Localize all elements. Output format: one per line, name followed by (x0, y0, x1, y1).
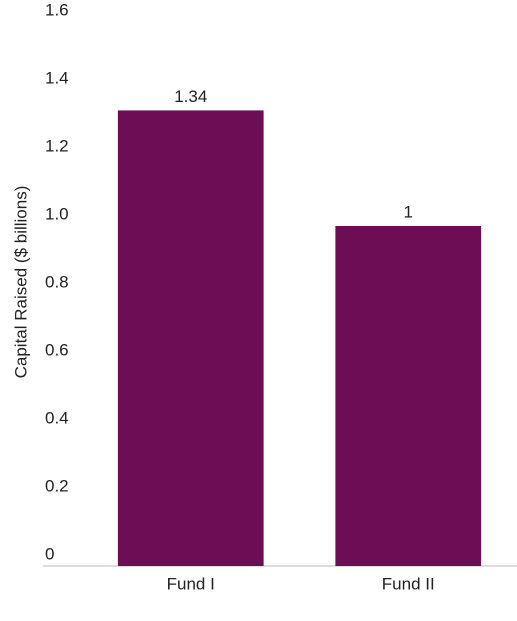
y-tick-label: 1.0 (45, 204, 69, 223)
y-tick-label: 0.2 (45, 476, 69, 495)
x-tick-label: Fund II (382, 574, 435, 593)
data-label: 1.34 (174, 87, 207, 106)
y-tick-label: 0.4 (45, 408, 69, 427)
x-tick-label: Fund I (167, 574, 215, 593)
bar (117, 110, 264, 567)
y-tick-label: 1.2 (45, 136, 69, 155)
y-tick-label: 0 (45, 544, 54, 563)
data-label: 1 (404, 202, 413, 221)
y-tick-label: 1.6 (45, 0, 69, 19)
y-axis-title: Capital Raised ($ billions) (11, 186, 30, 379)
bar (335, 226, 482, 566)
y-tick-label: 0.8 (45, 272, 69, 291)
y-tick-label: 0.6 (45, 340, 69, 359)
y-tick-label: 1.4 (45, 68, 69, 87)
